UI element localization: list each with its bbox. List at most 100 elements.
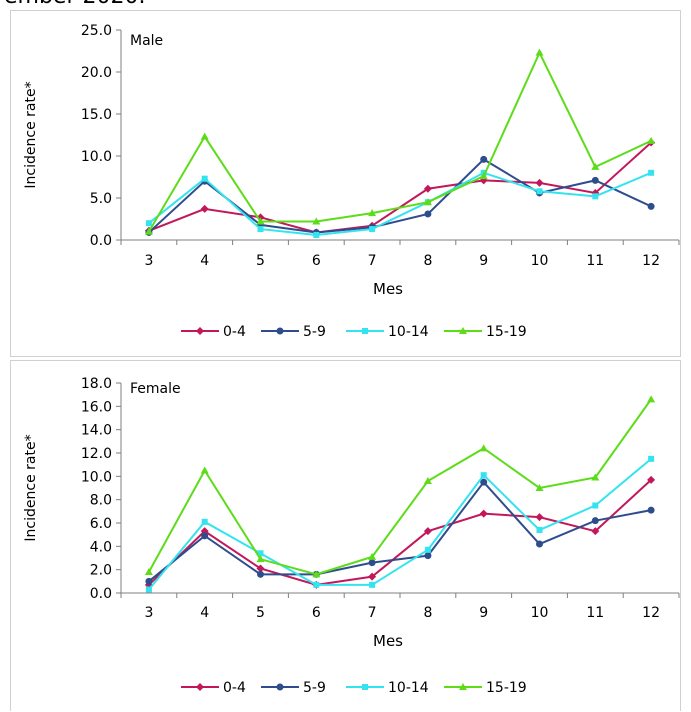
data-point-10-14 [257,550,264,557]
data-point-15-19 [535,48,544,56]
x-tick-label: 9 [479,605,488,621]
x-tick-label: 10 [531,253,549,269]
data-point-10-14 [648,169,655,176]
legend-marker-10-14 [362,328,368,334]
y-axis-label: Incidence rate* [23,434,39,541]
data-point-10-14 [536,188,543,195]
x-tick-label: 4 [200,253,209,269]
legend-entry-15-19: 15-19 [444,680,527,696]
legend-label-10-14: 10-14 [388,680,429,696]
y-tick-label: 16.0 [81,399,112,415]
x-tick-label: 11 [586,253,604,269]
series-line-10-14 [148,171,652,236]
legend-label-5-9: 5-9 [303,680,326,696]
legend-marker-5-9 [276,683,284,691]
y-tick-label: 0.0 [90,586,112,602]
data-point-5-9 [591,176,599,184]
x-tick-label: 3 [144,253,153,269]
x-tick-label: 8 [423,605,432,621]
data-point-5-9 [480,478,488,486]
data-point-15-19 [312,570,321,578]
legend-marker-10-14 [362,684,368,690]
x-tick-label: 7 [368,605,377,621]
data-point-15-19 [256,217,265,225]
data-point-5-9 [647,506,655,514]
x-axis-label: Mes [373,632,403,650]
y-tick-label: 25.0 [81,23,112,39]
data-point-5-9 [145,577,153,585]
legend-label-10-14: 10-14 [388,324,429,340]
female-chart-panel: 0.0 2.0 4.0 6.0 8.0 10.0 12.0 14.0 16.0 18.0 3 4 5 6 7… [10,360,681,711]
data-point-10-14 [480,472,487,479]
data-point-0-4 [368,572,377,581]
series-15-19-group [144,395,656,578]
series-line-0-4 [148,141,652,234]
data-point-15-19 [479,444,488,452]
data-point-5-9 [201,532,209,540]
data-point-10-14 [257,226,264,233]
x-tick-label: 8 [423,253,432,269]
data-point-15-19 [423,198,432,206]
legend-entry-5-9: 5-9 [261,324,326,340]
series-15-19-group [144,48,656,235]
data-point-10-14 [313,581,320,588]
x-tick-label: 10 [531,605,549,621]
x-tick-label: 12 [642,253,660,269]
data-point-15-19 [535,484,544,491]
legend-marker-15-19 [459,683,467,690]
data-point-10-14 [201,518,208,525]
data-point-15-19 [647,395,656,403]
data-point-10-14 [592,193,599,200]
data-point-15-19 [368,552,377,560]
legend-marker-0-4 [196,327,204,335]
data-point-15-19 [591,473,600,481]
series-5-9-group [145,155,655,236]
y-tick-label: 0.0 [90,233,112,249]
data-point-10-14 [145,586,152,593]
data-point-15-19 [144,568,153,575]
female-line-chart: 0.0 2.0 4.0 6.0 8.0 10.0 12.0 14.0 16.0 18.0 3 4 5 6 7… [23,376,680,696]
data-point-10-14 [369,581,376,588]
data-point-10-14 [145,220,152,227]
y-tick-label: 15.0 [81,107,112,123]
data-point-5-9 [257,570,264,578]
data-point-10-14 [369,226,376,233]
series-10-14-group [145,169,655,238]
data-point-0-4 [200,527,209,536]
legend-entry-10-14: 10-14 [346,680,429,696]
y-tick-label: 8.0 [90,493,112,509]
y-tick-label: 6.0 [90,516,112,532]
data-point-5-9 [536,540,543,548]
y-tick-label: 2.0 [90,563,112,579]
x-tick-label: 12 [642,605,660,621]
data-point-0-4 [535,178,544,187]
legend-label-5-9: 5-9 [303,324,326,340]
y-tick-label: 10.0 [81,149,112,165]
data-point-5-9 [647,202,655,210]
legend-entry-0-4: 0-4 [181,680,246,696]
data-point-5-9 [480,155,488,163]
legend-marker-5-9 [276,327,284,335]
data-point-10-14 [648,455,655,462]
y-tick-label: 4.0 [90,539,112,555]
data-point-10-14 [592,502,599,509]
top-caption-fragment: ember 2020. [4,0,146,9]
x-tick-label: 3 [144,605,153,621]
data-point-10-14 [536,527,543,533]
x-tick-label: 9 [479,253,488,269]
series-line-5-9 [148,480,652,583]
x-tick-label: 5 [256,605,265,621]
data-point-10-14 [201,175,208,182]
series-line-0-4 [148,479,652,586]
data-point-15-19 [479,172,488,180]
legend-marker-15-19 [459,327,467,334]
series-5-9-group [145,478,655,585]
legend-label-0-4: 0-4 [223,324,246,340]
data-point-15-19 [256,555,265,563]
x-tick-label: 4 [200,605,209,621]
y-tick-label: 10.0 [81,469,112,485]
data-point-5-9 [424,552,432,560]
x-tick-label: 11 [586,605,604,621]
chart-title: Female [130,381,181,397]
data-point-0-4 [423,184,432,193]
